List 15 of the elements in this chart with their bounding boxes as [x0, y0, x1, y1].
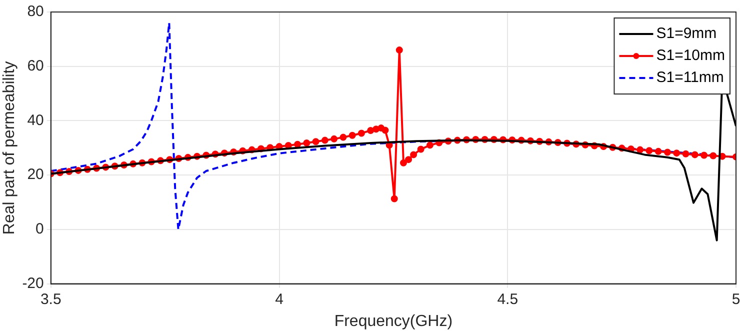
y-tick-label: 60 [27, 58, 44, 74]
x-tick-label: 5 [732, 290, 740, 308]
y-tick-label: 40 [27, 112, 44, 129]
legend-label: S1=11mm [656, 69, 724, 86]
y-tick-label: -20 [22, 274, 44, 292]
y-tick-label: 0 [36, 220, 44, 238]
legend-label: S1=9mm [656, 25, 717, 42]
x-tick-label: 4.5 [497, 290, 518, 308]
x-axis-title: Frequency(GHz) [334, 312, 453, 330]
x-tick-label: 3.5 [40, 290, 62, 308]
y-tick-label: 20 [27, 166, 44, 184]
x-tick-label: 4 [275, 290, 284, 308]
y-tick-label: 80 [27, 3, 44, 20]
y-axis-title: Real part of permeability [1, 61, 18, 235]
legend-label: S1=10mm [656, 47, 726, 64]
